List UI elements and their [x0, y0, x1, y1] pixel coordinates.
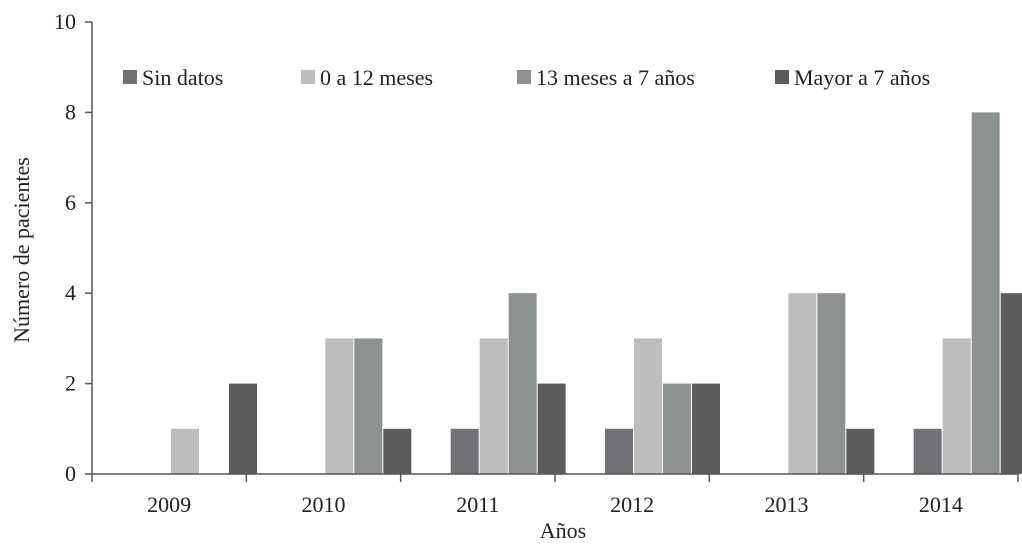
bar-2011-1 — [450, 428, 479, 474]
bar-2014-3 — [971, 112, 1000, 475]
bar-2012-1 — [605, 428, 633, 474]
bar-2014-1 — [913, 428, 942, 474]
bar-2013-2 — [788, 293, 817, 474]
bar-2011-4 — [537, 383, 566, 474]
legend-label: 0 a 12 meses — [320, 65, 433, 90]
y-tick-label: 8 — [65, 99, 76, 124]
y-tick-label: 2 — [65, 371, 76, 396]
bars-group — [171, 112, 1022, 475]
x-tick-label: 2012 — [610, 492, 654, 517]
x-tick-label: 2014 — [919, 492, 963, 517]
bar-2009-4 — [229, 383, 257, 474]
bar-2012-4 — [692, 383, 720, 474]
bar-2010-3 — [354, 338, 383, 474]
bar-2012-2 — [634, 338, 662, 474]
x-tick-label: 2010 — [302, 492, 346, 517]
x-ticks-group: 2009 2010 2011 2012 2013 2014 — [91, 474, 1019, 517]
bar-2013-3 — [817, 293, 846, 474]
x-tick-label: 2011 — [456, 492, 499, 517]
y-tick-label: 10 — [54, 9, 76, 34]
y-tick-label: 4 — [65, 280, 76, 305]
legend-swatch — [775, 70, 789, 84]
bar-2010-2 — [325, 338, 354, 474]
legend-label: Mayor a 7 años — [794, 65, 930, 90]
bar-2014-2 — [942, 338, 971, 474]
bar-2013-4 — [846, 428, 875, 474]
x-axis-label: Años — [540, 518, 586, 543]
legend-swatch — [123, 70, 137, 84]
legend-label: Sin datos — [142, 65, 223, 90]
y-ticks-group: 0 2 4 6 8 10 — [54, 9, 92, 486]
y-axis-label: Número de pacientes — [9, 157, 34, 343]
x-tick-label: 2013 — [765, 492, 809, 517]
bar-2011-2 — [479, 338, 508, 474]
y-tick-label: 6 — [65, 190, 76, 215]
y-tick-label: 0 — [65, 461, 76, 486]
bar-2014-4 — [1000, 293, 1022, 474]
bar-2011-3 — [508, 293, 537, 474]
legend-swatch — [301, 70, 315, 84]
bar-2012-3 — [663, 383, 691, 474]
legend: Sin datos 0 a 12 meses 13 meses a 7 años Ma… — [123, 65, 930, 90]
bar-2010-4 — [383, 428, 412, 474]
bar-2009-2 — [171, 428, 199, 474]
legend-swatch — [517, 70, 531, 84]
x-tick-label: 2009 — [147, 492, 191, 517]
legend-label: 13 meses a 7 años — [536, 65, 695, 90]
